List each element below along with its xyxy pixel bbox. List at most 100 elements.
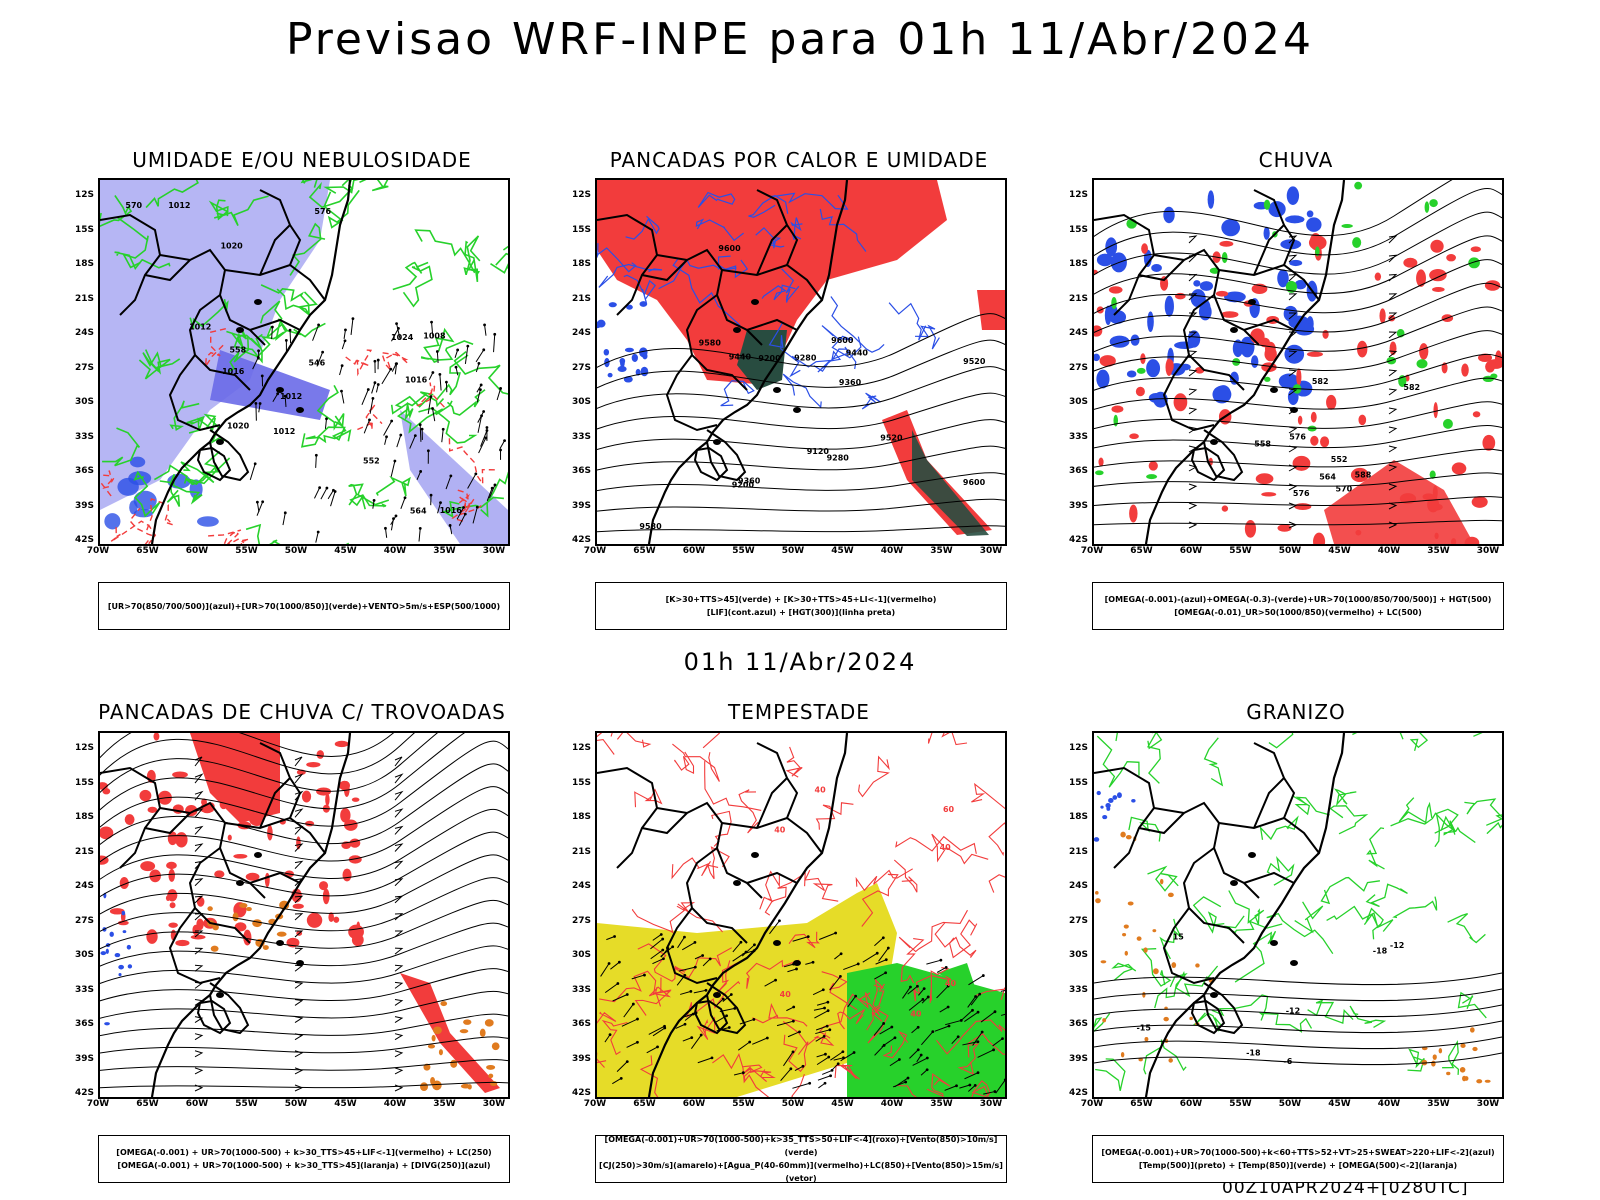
lat-tick-label: 18S [1068,812,1088,822]
lat-tick-label: 15S [571,224,591,235]
legend-line: [OMEGA(-0.001) + UR>70(1000-500) + k>30_… [116,1148,492,1157]
lon-tick-label: 65W [136,1099,159,1109]
contour-label: 1016 [222,367,245,376]
panel-3-title: CHUVA [1258,148,1334,172]
panel-2-legend: [K>30+TTS>45](verde) + [K>30+TTS>45+LI<-… [595,582,1007,630]
contour-label: -15 [1136,1023,1151,1032]
legend-line: [OMEGA(-0.001)-(azul)+OMEGA(-0.3)-(verde… [1104,595,1492,604]
contour-label: 564 [410,506,427,515]
lat-tick-label: 24S [1068,881,1088,891]
panel-4-field [100,733,508,1097]
lon-tick-label: 70W [86,1099,110,1109]
contour-label: 9200 [732,480,755,489]
lon-tick-label: 60W [682,546,706,556]
lat-tick-label: 39S [1068,500,1088,511]
lat-tick-label: 30S [571,397,591,407]
legend-line: [OMEGA(-0.001)+UR>70(1000-500)+k>35_TTS>… [604,1135,998,1157]
lon-tick-label: 70W [1080,1099,1104,1109]
lat-tick-label: 39S [571,1053,591,1064]
contour-label: -12 [1286,1006,1300,1015]
lat-tick-label: 30S [1068,397,1088,407]
contour-label: 546 [308,358,325,367]
forecast-time-label: 01h 11/Abr/2024 [683,648,917,676]
lat-tick-label: 42S [74,535,94,545]
lat-tick-label: 12S [1068,190,1088,200]
lat-tick-label: 15S [571,777,591,788]
contour-label: 9200 [758,354,781,363]
lon-tick-label: 40W [383,546,407,556]
lon-tick-label: 50W [284,546,308,556]
contour-label: -18 [1373,946,1388,955]
legend-line: [UR>70(850/700/500)](azul)+[UR>70(1000/8… [107,601,501,611]
lat-tick-label: 27S [74,362,94,373]
lon-tick-label: 45W [334,546,357,556]
lon-tick-label: 55W [1229,1099,1252,1109]
contour-label: 9360 [839,378,862,387]
lon-tick-label: 65W [1130,1099,1153,1109]
contour-label: 9120 [807,447,830,456]
contour-label: 1024 [391,333,414,342]
lon-tick-label: 30W [979,1099,1003,1109]
lon-tick-label: 45W [831,1099,854,1109]
lon-tick-label: 35W [930,546,953,556]
lat-tick-label: 18S [74,812,94,822]
lat-tick-label: 30S [74,397,94,407]
lat-tick-label: 21S [1068,293,1088,304]
lon-tick-label: 50W [781,1099,805,1109]
contour-label: 570 [125,201,142,210]
contour-label: 40 [774,826,786,835]
lat-tick-label: 24S [571,881,591,891]
lat-tick-label: 36S [1068,466,1088,476]
run-stamp: 00Z10APR2024+[028UTC] [1222,1178,1469,1198]
lat-tick-label: 36S [1068,1019,1088,1029]
panel-6-field: -12-18-15-12-615-18 [1094,733,1502,1097]
lat-tick-label: 24S [1068,328,1088,338]
lat-tick-label: 21S [571,293,591,304]
contour-label: 582 [1312,377,1329,386]
lon-tick-label: 40W [880,1099,904,1109]
lat-tick-label: 27S [74,915,94,926]
lon-tick-label: 65W [633,1099,656,1109]
lat-tick-label: 15S [74,224,94,235]
legend-line: [Temp(500)](preto) + [Temp(850)](verde) … [1138,1161,1458,1170]
lon-tick-label: 45W [1328,546,1351,556]
panel-2-map: 9580 9600 9600 9580 9520 9440 9360 9280 9200 9120… [595,178,1007,546]
contour-label: 1016 [405,376,428,385]
lat-tick-label: 12S [571,743,591,753]
lon-tick-label: 55W [732,1099,755,1109]
lon-tick-label: 30W [1476,1099,1500,1109]
lat-tick-label: 18S [74,259,94,269]
panel-3-legend: [OMEGA(-0.001)-(azul)+OMEGA(-0.3)-(verde… [1092,582,1504,630]
contour-label: 558 [1254,439,1271,448]
legend-line: [OMEGA(-0.001) + UR>70(1000-500) + k>30_… [117,1161,491,1170]
panel-1-map: 1012 1012 1012 1016 1016 1020 1012 1016 1020 1024… [98,178,510,546]
panel-1-field: 1012 1012 1012 1016 1016 1020 1012 1016 1020 1024… [100,180,508,544]
legend-line: [K>30+TTS>45](verde) + [K>30+TTS>45+LI<-… [665,595,937,604]
contour-label: 1020 [220,242,243,251]
contour-label: 576 [1289,433,1306,442]
lat-tick-label: 42S [74,1088,94,1098]
lon-tick-label: 45W [334,1099,357,1109]
contour-label: 1012 [280,392,302,401]
contour-label: 1012 [273,427,295,436]
lat-tick-label: 39S [74,1053,94,1064]
contour-label: 588 [1355,470,1372,479]
contour-label: 9600 [831,336,854,345]
panel-6-title: GRANIZO [1246,700,1346,724]
panel-3-field: 582 576 570 564 558 552 576 582 588 [1094,180,1502,544]
lat-tick-label: 33S [571,431,591,442]
lon-tick-label: 60W [1179,546,1203,556]
lon-tick-label: 55W [1229,546,1252,556]
lon-tick-label: 65W [633,546,656,556]
lon-tick-label: 55W [732,546,755,556]
lat-tick-label: 12S [571,190,591,200]
contour-label: 40 [940,843,952,852]
lat-tick-label: 42S [571,1088,591,1098]
contour-label: 9520 [880,433,903,442]
contour-label: 9580 [699,339,722,348]
lat-tick-label: 36S [74,1019,94,1029]
lat-tick-label: 21S [74,293,94,304]
lat-tick-label: 33S [1068,984,1088,995]
contour-label: 1008 [423,332,446,341]
panel-6-legend: [OMEGA(-0.001)+UR>70(1000-500)+k<60+TTS>… [1092,1135,1504,1183]
